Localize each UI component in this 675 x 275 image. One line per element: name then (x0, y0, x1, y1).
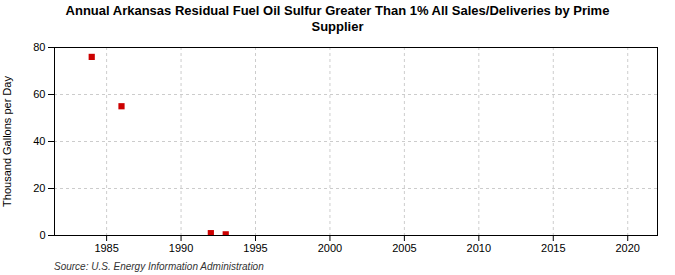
svg-text:1990: 1990 (169, 242, 193, 254)
svg-text:20: 20 (33, 182, 45, 194)
svg-text:1985: 1985 (94, 242, 118, 254)
svg-text:0: 0 (39, 229, 45, 241)
svg-text:2020: 2020 (615, 242, 639, 254)
html-text:Source: U.S. Energy Informatio: Source: U.S. Energy Information Administ… (54, 261, 264, 272)
svg-text:40: 40 (33, 135, 45, 147)
svg-text:80: 80 (33, 41, 45, 53)
svg-text:60: 60 (33, 88, 45, 100)
svg-text:2000: 2000 (318, 242, 342, 254)
svg-text:2015: 2015 (541, 242, 565, 254)
svg-text:1995: 1995 (243, 242, 267, 254)
svg-text:2010: 2010 (467, 242, 491, 254)
html-text:Annual Arkansas Residual Fuel: Annual Arkansas Residual Fuel Oil Sulfur… (65, 3, 610, 34)
svg-text:2005: 2005 (392, 242, 416, 254)
svg-text:Thousand Gallons per Day: Thousand Gallons per Day (1, 76, 13, 207)
